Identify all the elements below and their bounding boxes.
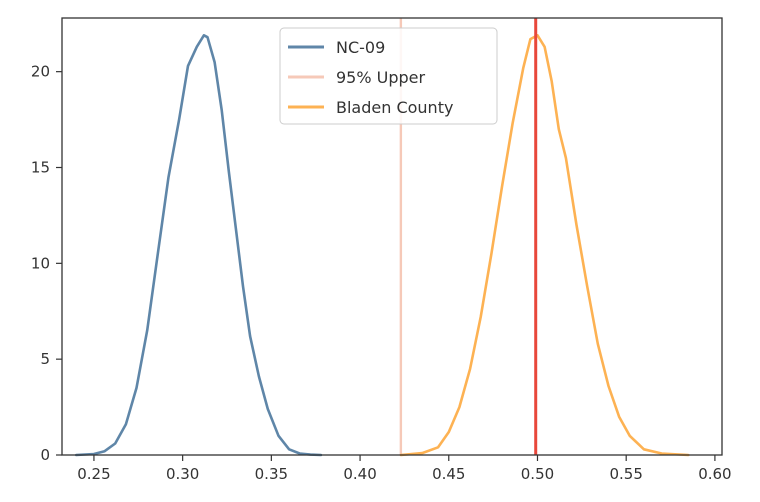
legend: NC-09 95% Upper Bladen County bbox=[279, 27, 498, 125]
x-tick-label: 0.35 bbox=[255, 465, 288, 483]
legend-box bbox=[279, 27, 498, 125]
x-tick-label: 0.50 bbox=[521, 465, 554, 483]
x-tick-label: 0.30 bbox=[166, 465, 199, 483]
x-tick-label: 0.55 bbox=[609, 465, 642, 483]
x-tick-label: 0.60 bbox=[698, 465, 731, 483]
legend-label: NC-09 bbox=[336, 38, 385, 57]
y-tick-label: 15 bbox=[31, 159, 50, 177]
y-tick-label: 0 bbox=[40, 446, 50, 464]
y-tick-label: 5 bbox=[40, 350, 50, 368]
legend-label: Bladen County bbox=[336, 98, 453, 117]
x-tick-label: 0.45 bbox=[432, 465, 465, 483]
series-line-bladen-county bbox=[399, 33, 690, 457]
series-line-nc-09 bbox=[74, 33, 323, 457]
y-tick-label: 10 bbox=[31, 254, 50, 272]
x-tick-label: 0.25 bbox=[77, 465, 110, 483]
y-tick-label: 20 bbox=[31, 63, 50, 81]
axes-layer: 0.25 0.30 0.35 0.40 0.45 0.50 0.55 0.60 0 5 10 15 20 bbox=[31, 17, 732, 483]
axes-frame bbox=[61, 17, 723, 456]
legend-label: 95% Upper bbox=[336, 68, 426, 87]
x-tick-label: 0.40 bbox=[343, 465, 376, 483]
